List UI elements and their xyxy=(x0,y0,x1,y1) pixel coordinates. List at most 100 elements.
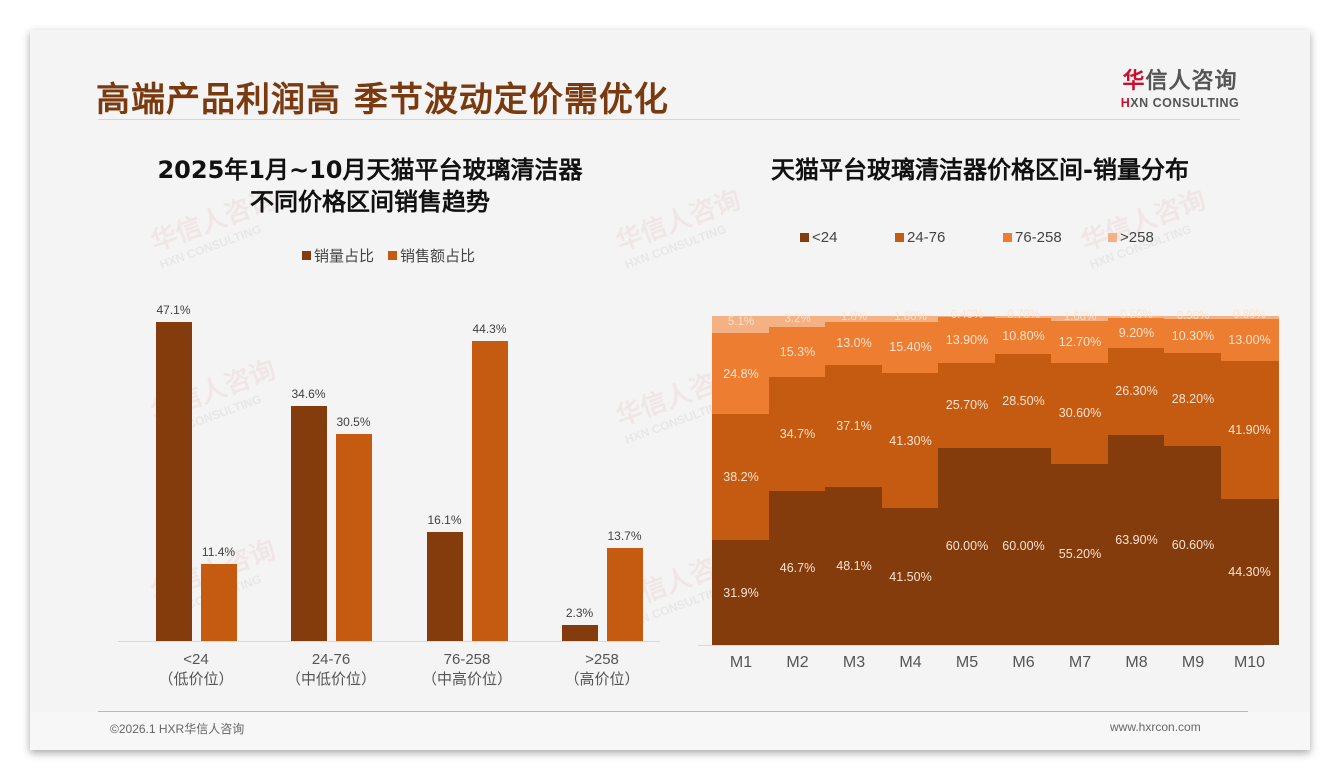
segment-value-label: 34.7% xyxy=(779,427,816,442)
segment-value-label: 12.70% xyxy=(1058,335,1102,350)
bar-segment-lt24: 41.50% xyxy=(881,508,940,645)
segment-value-label: 10.80% xyxy=(1002,329,1045,344)
segment-value-label: 38.2% xyxy=(723,470,759,485)
bar-segment-r76_258: 13.90% xyxy=(938,317,996,364)
segment-value-label: 26.30% xyxy=(1115,384,1158,399)
bar-value-label: 30.5% xyxy=(336,415,371,430)
bar-segment-gt258: 5.1% xyxy=(712,316,770,333)
segment-value-label: 3.2% xyxy=(784,313,811,326)
segment-value-label: 0.70% xyxy=(1007,309,1040,322)
company-logo: 华信人咨询 HXN CONSULTING xyxy=(1110,63,1250,110)
bar-segment-gt258: 0.50% xyxy=(1107,309,1166,321)
legend-swatch xyxy=(1003,233,1012,242)
legend-item-volume: 销量占比 xyxy=(302,245,374,266)
page-title: 高端产品利润高 季节波动定价需优化 xyxy=(96,80,669,120)
legend-item-lt24: <24 xyxy=(800,229,895,246)
segment-value-label: 44.30% xyxy=(1228,565,1271,580)
x-axis-month: M8 xyxy=(1125,654,1148,671)
x-axis-month: M6 xyxy=(1012,654,1035,671)
bar-segment-r76_258: 13.0% xyxy=(825,321,883,365)
bar-sales-share xyxy=(200,563,237,641)
bar-segment-r24_76: 25.70% xyxy=(938,363,996,448)
bar-segment-gt258: 0.70% xyxy=(994,309,1053,321)
bar-segment-r24_76: 37.1% xyxy=(825,364,883,487)
category-range: 76-258 xyxy=(443,651,491,668)
legend-label: 76-258 xyxy=(1015,229,1062,246)
category-tier: （高价位） xyxy=(564,671,640,688)
bar-sales-share xyxy=(606,548,643,641)
left-chart-x-axis xyxy=(118,641,660,642)
category-tier: （中高价位） xyxy=(421,671,512,688)
bar-segment-gt258: 1.60% xyxy=(1051,311,1109,323)
x-axis-month: M7 xyxy=(1068,654,1092,671)
segment-value-label: 10.30% xyxy=(1171,328,1215,343)
title-divider xyxy=(98,119,1240,120)
bar-segment-r76_258: 13.00% xyxy=(1220,318,1279,362)
bar-value-label: 2.3% xyxy=(565,606,594,621)
bar-segment-r76_258: 24.8% xyxy=(712,332,770,415)
segment-value-label: 13.00% xyxy=(1228,333,1271,348)
right-chart-title: 天猫平台玻璃清洁器价格区间-销量分布 xyxy=(771,156,1189,184)
segment-value-label: 37.1% xyxy=(836,418,872,433)
bar-segment-lt24: 60.60% xyxy=(1164,445,1222,645)
bar-segment-gt258: 1.80% xyxy=(881,311,940,323)
segment-value-label: 9.20% xyxy=(1118,325,1155,340)
segment-value-label: 41.30% xyxy=(889,433,932,448)
segment-value-label: 48.1% xyxy=(836,558,872,573)
segment-value-label: 41.90% xyxy=(1228,423,1271,438)
bar-segment-r76_258: 12.70% xyxy=(1051,321,1109,364)
bar-value-label: 44.3% xyxy=(472,321,507,336)
bar-segment-r24_76: 34.7% xyxy=(768,376,827,492)
category-tier: （中低价位） xyxy=(285,671,376,688)
category-range: 24-76 xyxy=(311,651,351,668)
bar-value-label: 11.4% xyxy=(201,544,236,559)
stacked-bar-m7: 55.20% 30.60% 12.70% 1.60% xyxy=(1051,311,1109,645)
slide: 华信人咨询 HXN CONSULTING 华信人咨询 HXN CONSULTING … xyxy=(30,30,1310,750)
legend-item-gt258: >258 xyxy=(1108,229,1154,246)
stacked-bar-m1: 31.9% 38.2% 24.8% 5.1% xyxy=(712,316,770,645)
segment-value-label: 0.80% xyxy=(1233,309,1266,322)
bar-segment-gt258: 3.2% xyxy=(768,313,827,327)
bar-segment-r24_76: 38.2% xyxy=(712,414,770,541)
bar-value-label: 47.1% xyxy=(156,302,191,317)
footer-copyright: ©2026.1 HXR华信人咨询 xyxy=(110,722,245,736)
left-chart-title-line2: 不同价格区间销售趋势 xyxy=(250,188,490,216)
segment-value-label: 1.8% xyxy=(840,311,868,323)
bar-value-label: 34.6% xyxy=(291,387,326,402)
legend-swatch xyxy=(1108,233,1117,242)
x-axis-category: 76-258 （中高价位） xyxy=(407,650,527,690)
segment-value-label: 13.90% xyxy=(945,333,989,348)
legend-label: 销量占比 xyxy=(314,248,375,265)
bar-segment-lt24: 46.7% xyxy=(768,491,827,645)
stacked-bar-m6: 60.00% 28.50% 10.80% 0.70% xyxy=(994,309,1053,645)
bar-sales-share xyxy=(335,434,372,641)
stacked-bar-m9: 60.60% 28.20% 10.30% 0.90% xyxy=(1164,310,1222,645)
bar-segment-lt24: 31.9% xyxy=(712,540,770,645)
bar-value-label: 16.1% xyxy=(427,512,462,527)
x-axis-month: M4 xyxy=(899,654,922,671)
footer-website[interactable]: www.hxrcon.com xyxy=(1110,720,1201,734)
segment-value-label: 0.40% xyxy=(950,308,984,321)
bar-segment-r24_76: 41.30% xyxy=(881,372,940,509)
bar-segment-r24_76: 30.60% xyxy=(1051,363,1109,464)
segment-value-label: 63.90% xyxy=(1115,532,1158,547)
segment-value-label: 60.60% xyxy=(1171,538,1215,553)
segment-value-label: 13.0% xyxy=(836,336,872,351)
bar-volume-share xyxy=(155,321,192,641)
x-axis-month: M2 xyxy=(786,654,809,671)
segment-value-label: 1.60% xyxy=(1063,310,1097,323)
segment-value-label: 41.50% xyxy=(889,569,932,584)
bar-volume-share xyxy=(426,531,463,641)
bar-value-label: 13.7% xyxy=(607,529,642,544)
x-axis-month: M9 xyxy=(1181,654,1205,671)
bar-segment-lt24: 60.00% xyxy=(994,447,1053,645)
stacked-bar-m4: 41.50% 41.30% 15.40% 1.80% xyxy=(881,311,940,645)
legend-swatch xyxy=(388,251,398,260)
logo-en-name: XN CONSULTING xyxy=(1130,96,1240,110)
segment-value-label: 31.9% xyxy=(723,585,759,600)
bar-segment-r76_258: 15.3% xyxy=(768,326,827,377)
bar-segment-r76_258: 9.20% xyxy=(1107,317,1166,348)
segment-value-label: 28.50% xyxy=(1002,393,1045,408)
stacked-bar-m8: 63.90% 26.30% 9.20% 0.50% xyxy=(1107,309,1166,645)
